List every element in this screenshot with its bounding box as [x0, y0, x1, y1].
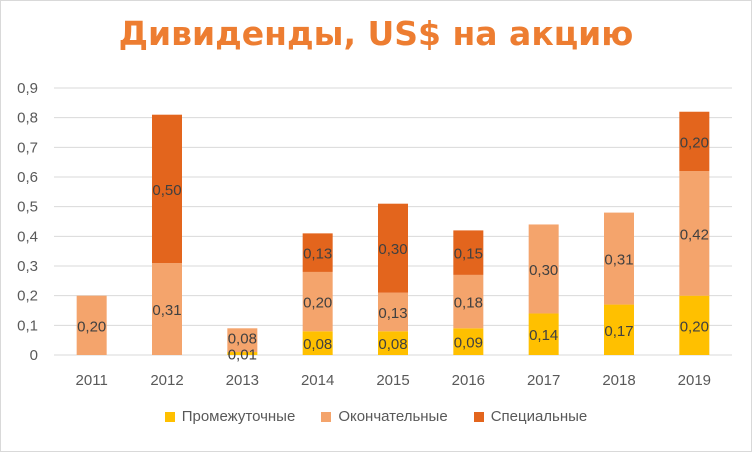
bar-segment — [227, 328, 258, 353]
bar-segment — [679, 295, 710, 355]
y-tick-label: 0 — [30, 347, 38, 364]
bar-segment — [152, 263, 182, 355]
data-label: 0,20 — [680, 318, 709, 335]
data-label: 0,01 — [228, 347, 257, 364]
bar-segment — [378, 203, 408, 293]
y-tick-label: 0,6 — [17, 169, 38, 186]
data-label: 0,17 — [604, 323, 633, 340]
y-tick-label: 0,2 — [17, 288, 38, 305]
bar-segment — [378, 292, 408, 332]
x-tick-label: 2019 — [678, 372, 711, 389]
bar-segment — [302, 271, 333, 332]
x-tick-label: 2018 — [602, 372, 635, 389]
data-label: 0,13 — [303, 246, 332, 263]
bar-segment — [679, 111, 710, 172]
x-tick-label: 2014 — [301, 372, 334, 389]
bar-segment — [604, 304, 634, 355]
bar-segment — [528, 313, 559, 355]
bar-segment — [378, 331, 408, 355]
x-tick-label: 2013 — [226, 372, 259, 389]
y-tick-label: 0,7 — [17, 139, 38, 156]
legend-label-interim: Промежуточные — [181, 408, 296, 425]
legend-label-special: Специальные — [490, 408, 588, 425]
bar-segment — [302, 331, 333, 355]
bar-segment — [453, 274, 484, 329]
x-tick-label: 2016 — [452, 372, 485, 389]
data-label: 0,15 — [454, 246, 483, 263]
bar-segment — [302, 233, 333, 272]
data-label: 0,18 — [454, 295, 483, 312]
data-label: 0,30 — [378, 241, 407, 258]
bar-segment — [679, 171, 710, 296]
legend-swatch-final — [321, 411, 332, 422]
y-tick-label: 0,4 — [17, 228, 38, 245]
data-label: 0,30 — [529, 262, 558, 279]
bar-segment — [453, 328, 484, 355]
data-label: 0,08 — [228, 331, 257, 348]
legend-item-special: Специальные — [473, 408, 588, 425]
y-tick-label: 0,9 — [17, 80, 38, 97]
data-label: 0,50 — [152, 182, 181, 199]
bar-segment — [76, 295, 107, 355]
data-label: 0,20 — [303, 295, 332, 312]
data-label: 0,13 — [378, 305, 407, 322]
y-tick-label: 0,1 — [17, 317, 38, 334]
bar-segment — [453, 230, 484, 275]
data-label: 0,08 — [378, 336, 407, 353]
bar-segment — [227, 352, 258, 355]
chart-title: Дивиденды, US$ на акцию — [118, 14, 634, 53]
data-label: 0,42 — [680, 226, 709, 243]
y-tick-label: 0,8 — [17, 110, 38, 127]
data-label: 0,08 — [303, 336, 332, 353]
x-tick-label: 2012 — [150, 372, 183, 389]
data-label: 0,20 — [680, 134, 709, 151]
data-label: 0,31 — [604, 252, 633, 269]
data-label: 0,09 — [454, 335, 483, 352]
x-tick-label: 2017 — [527, 372, 560, 389]
data-label: 0,14 — [529, 327, 558, 344]
legend-label-final: Окончательные — [338, 408, 448, 425]
legend-swatch-interim — [164, 411, 175, 422]
y-tick-label: 0,3 — [17, 258, 38, 275]
bar-segment — [152, 114, 182, 264]
legend-item-interim: Промежуточные — [164, 408, 296, 425]
legend-item-final: Окончательные — [321, 408, 448, 425]
data-label: 0,20 — [77, 318, 106, 335]
x-tick-label: 2011 — [76, 372, 108, 389]
data-label: 0,31 — [152, 302, 181, 319]
y-tick-label: 0,5 — [17, 199, 38, 216]
legend-swatch-special — [473, 411, 484, 422]
x-tick-label: 2015 — [376, 372, 409, 389]
bar-segment — [604, 212, 634, 305]
chart-legend: Промежуточные Окончательные Специальные — [0, 408, 752, 425]
bar-segment — [528, 224, 559, 314]
